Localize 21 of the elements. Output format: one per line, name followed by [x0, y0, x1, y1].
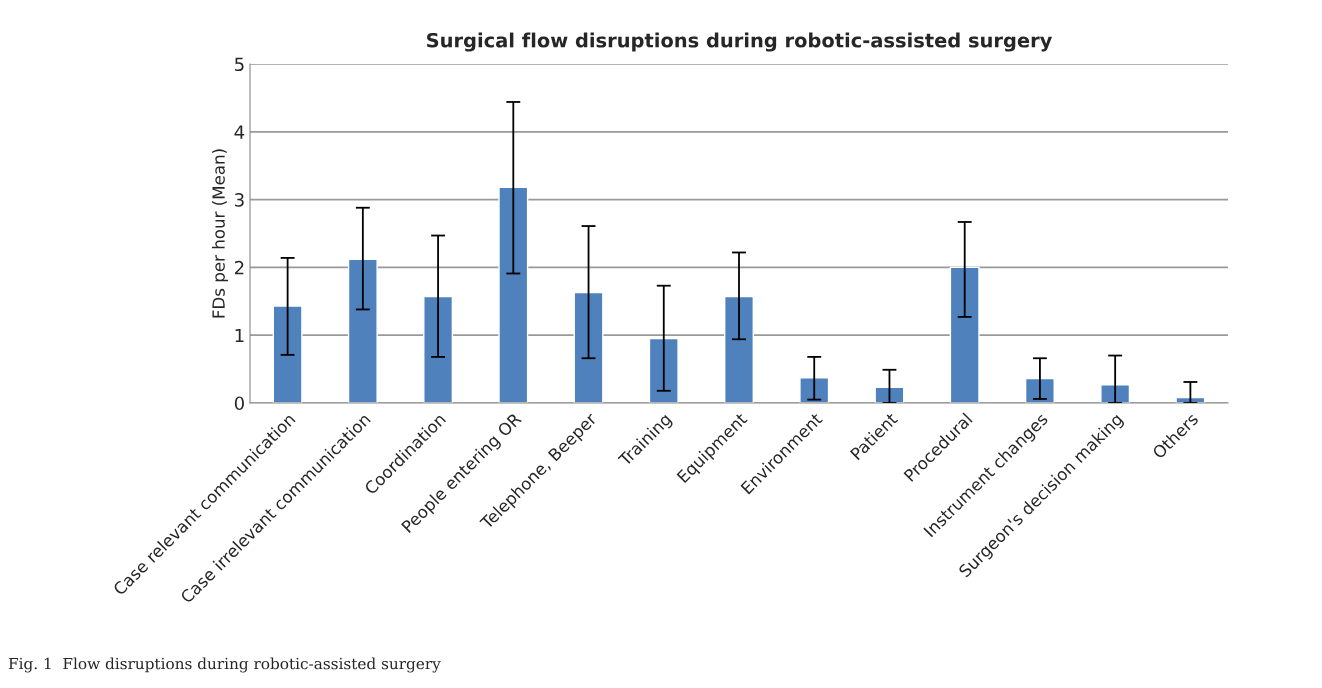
- bar: [724, 295, 754, 403]
- y-tick-label: 0: [234, 396, 244, 411]
- y-tick-label: 5: [235, 57, 244, 72]
- bar: [799, 377, 830, 403]
- bar: [1100, 383, 1131, 403]
- bar: [573, 291, 604, 403]
- bar: [347, 258, 378, 403]
- bar: [648, 337, 679, 403]
- y-tick-label: 4: [234, 125, 245, 139]
- bar: [949, 266, 980, 403]
- y-tick-label: 2: [234, 260, 244, 275]
- bar: [874, 386, 905, 403]
- y-tick-label: 1: [235, 328, 244, 343]
- bar: [498, 186, 529, 403]
- bar: [423, 295, 454, 403]
- chart-title: Surgical flow disruptions during robotic-assisted surgery: [427, 32, 1053, 52]
- bar: [1024, 377, 1055, 403]
- y-axis-title: FDs per hour (Mean): [211, 149, 229, 318]
- y-tick-label: 3: [235, 193, 244, 207]
- caption: Fig. 1 Flow disruptions during robotic-assisted surgery: [8, 657, 441, 673]
- bar: [272, 305, 303, 403]
